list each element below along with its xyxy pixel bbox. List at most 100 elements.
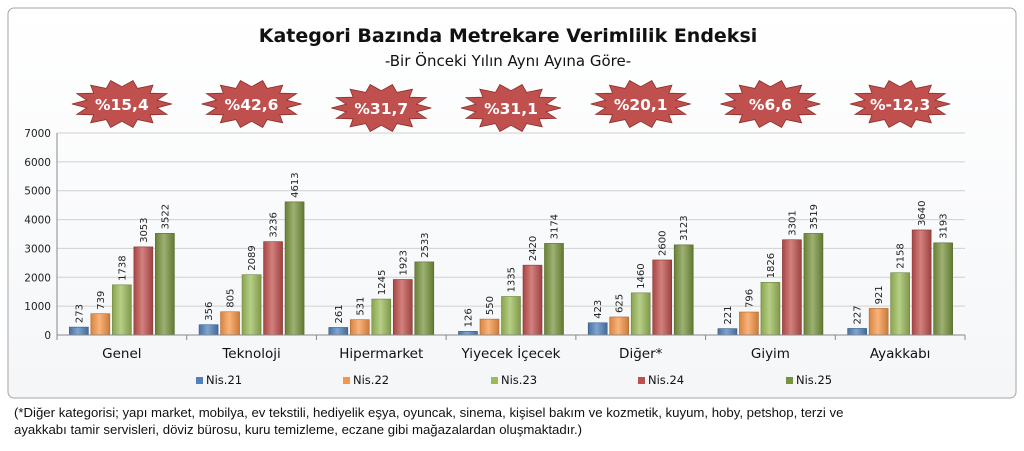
data-label: 3522 — [160, 204, 171, 229]
legend-swatch — [343, 377, 350, 384]
bar — [739, 311, 759, 336]
data-label: 126 — [464, 308, 475, 327]
legend-label: Nis.23 — [501, 373, 537, 387]
footnote-line-2: ayakkabı tamir servisleri, döviz bürosu,… — [14, 422, 583, 437]
data-label: 261 — [334, 304, 345, 323]
data-label: 3640 — [917, 201, 928, 226]
change-badge-label: %31,7 — [354, 100, 408, 118]
category-label: Genel — [102, 346, 141, 362]
data-label: 3236 — [269, 212, 280, 237]
data-label: 1335 — [507, 267, 518, 292]
y-tick-label: 5000 — [24, 186, 51, 198]
bar — [587, 322, 608, 336]
data-label: 739 — [96, 291, 107, 310]
bar — [69, 326, 89, 336]
change-badge-label: %31,1 — [484, 100, 538, 118]
bar — [112, 284, 132, 336]
data-label: 921 — [874, 285, 885, 304]
bar — [371, 298, 392, 336]
bar — [630, 292, 651, 336]
change-badge — [850, 80, 951, 128]
legend: Nis.21 Nis.22 Nis.23 Nis.24 Nis.25 — [196, 373, 832, 387]
data-label: 2089 — [247, 245, 258, 270]
data-label: 221 — [723, 306, 734, 325]
category-label: Ayakkabı — [870, 346, 931, 362]
change-badge — [590, 80, 691, 128]
change-badge — [71, 80, 172, 128]
data-label: 3301 — [787, 210, 798, 235]
change-badge-label: %6,6 — [749, 96, 792, 114]
change-badge-label: %15,4 — [95, 96, 149, 114]
change-badge-label: %42,6 — [225, 96, 279, 114]
change-badge-label: %-12,3 — [870, 96, 930, 114]
category-label: Teknoloji — [221, 346, 280, 362]
data-label: 356 — [204, 302, 215, 321]
change-badge-label: %20,1 — [614, 96, 668, 114]
bar — [890, 272, 910, 336]
footnote: (*Diğer kategorisi; yapı market, mobilya… — [14, 404, 1014, 438]
data-label: 2420 — [528, 236, 539, 261]
bar — [760, 282, 781, 336]
chart-subtitle: -Bir Önceki Yılın Aynı Ayına Göre- — [385, 51, 631, 70]
data-label: 1826 — [766, 253, 777, 278]
bar — [241, 274, 262, 336]
y-tick-label: 4000 — [24, 215, 51, 227]
legend-label: Nis.24 — [648, 373, 684, 387]
data-label: 3193 — [939, 213, 950, 238]
data-label: 1245 — [377, 270, 388, 295]
change-badges: %15,4 %42,6 %31,7 %31,1 %20,1 %6,6 %-12,3 — [71, 80, 951, 132]
change-badge — [460, 84, 562, 132]
bars: 273 739 1738 3053 3522 356 805 2089 3236 4613 261 5… — [69, 172, 953, 336]
data-label: 2600 — [658, 231, 669, 256]
data-label: 3123 — [679, 215, 690, 240]
bar — [155, 233, 175, 336]
bar — [609, 316, 630, 336]
data-label: 796 — [744, 289, 755, 308]
bar — [328, 327, 349, 336]
data-label: 3174 — [550, 214, 561, 239]
legend-label: Nis.21 — [206, 373, 242, 387]
data-label: 3519 — [809, 204, 820, 229]
legend-swatch — [196, 377, 203, 384]
data-label: 2158 — [896, 243, 907, 268]
data-label: 1923 — [398, 250, 409, 275]
bar — [349, 319, 370, 336]
bar — [392, 279, 413, 336]
category-label: Giyim — [751, 346, 790, 362]
chart-title: Kategori Bazında Metrekare Verimlilik En… — [259, 25, 758, 47]
y-tick-label: 1000 — [24, 301, 51, 313]
bar — [717, 328, 738, 336]
data-label: 1738 — [117, 255, 128, 280]
data-label: 227 — [853, 305, 864, 324]
legend-label: Nis.25 — [796, 373, 832, 387]
data-label: 423 — [593, 300, 604, 319]
data-label: 805 — [226, 289, 237, 308]
data-label: 2533 — [420, 232, 431, 257]
bar — [263, 241, 283, 336]
change-badge — [720, 80, 821, 128]
data-label: 3053 — [139, 217, 150, 242]
category-label: Yiyecek İçecek — [461, 344, 561, 362]
change-badge — [201, 80, 302, 128]
y-tick-label: 3000 — [24, 243, 51, 255]
bar — [414, 261, 435, 336]
legend-swatch — [491, 377, 498, 384]
bar — [911, 229, 932, 336]
bar — [284, 201, 305, 336]
y-axis: 0 1000 2000 3000 4000 5000 6000 7000 — [24, 128, 58, 342]
bar — [847, 328, 867, 336]
y-tick-label: 7000 — [24, 128, 51, 140]
legend-swatch — [638, 377, 645, 384]
category-label: Hipermarket — [339, 346, 423, 362]
data-label: 625 — [615, 294, 626, 313]
legend-label: Nis.22 — [353, 373, 389, 387]
y-tick-label: 0 — [44, 330, 51, 342]
y-tick-label: 6000 — [24, 157, 51, 169]
bar — [522, 264, 543, 336]
bar — [673, 244, 694, 336]
bar — [458, 331, 478, 336]
data-label: 1460 — [636, 263, 647, 288]
bar — [782, 239, 802, 336]
bar — [868, 308, 889, 336]
